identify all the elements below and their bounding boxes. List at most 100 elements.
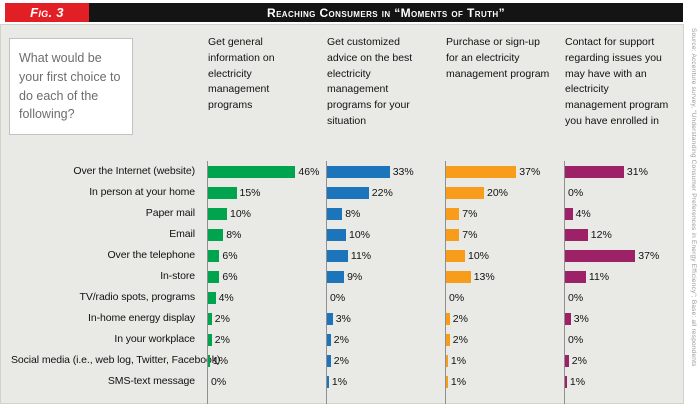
bar-cell: 7% (445, 203, 564, 224)
bar-cell: 2% (326, 350, 445, 371)
axis-tail (564, 392, 683, 404)
bar-value-label: 2% (214, 333, 230, 346)
bar-cell: 10% (207, 203, 326, 224)
chart-panel: What would be your first choice to do ea… (0, 24, 684, 404)
category-label: In-home energy display (88, 312, 195, 324)
bar (208, 291, 216, 304)
bar (208, 186, 237, 199)
bar-value-label: 2% (333, 333, 349, 346)
bar-cell: 2% (445, 329, 564, 350)
bar-value-label: 13% (473, 270, 495, 283)
axis-tail (207, 392, 326, 404)
bar-cell: 1% (564, 371, 683, 392)
bar-value-label: 0% (568, 186, 584, 199)
bar-value-label: 0% (449, 291, 465, 304)
bar-value-label: 7% (462, 228, 478, 241)
bar-cell: 12% (564, 224, 683, 245)
bar-value-label: 12% (590, 228, 612, 241)
bar (327, 165, 390, 178)
bar-cell: 1% (445, 371, 564, 392)
bar (327, 333, 331, 346)
bar-value-label: 37% (519, 165, 541, 178)
category-label: In your workplace (114, 333, 195, 345)
bar-cell: 9% (326, 266, 445, 287)
column-header-3: Purchase or sign-up for an electricity m… (446, 36, 550, 80)
bar-cell: 0% (564, 287, 683, 308)
bar-value-label: 0% (568, 333, 584, 346)
bar (327, 207, 343, 220)
bar (208, 312, 212, 325)
bar-cell: 2% (207, 329, 326, 350)
bar (446, 354, 448, 367)
bar-value-label: 0% (330, 291, 346, 304)
bar-cell: 0% (445, 287, 564, 308)
bar-cell: 4% (564, 203, 683, 224)
source-attribution: Source: Accenture survey, “Understanding… (690, 28, 697, 367)
bar (208, 354, 210, 367)
bar (446, 186, 484, 199)
bar-cell: 37% (445, 161, 564, 182)
bar-value-label: 11% (588, 270, 610, 283)
bar-cell: 2% (207, 308, 326, 329)
bar-cell: 11% (326, 245, 445, 266)
bar-value-label: 37% (638, 249, 660, 262)
bar (327, 312, 333, 325)
column-header-1: Get general information on electricity m… (208, 36, 275, 111)
bar-value-label: 2% (452, 333, 468, 346)
bar-value-label: 6% (222, 270, 238, 283)
bar-value-label: 11% (350, 249, 372, 262)
bar-value-label: 1% (450, 375, 467, 388)
category-label: SMS-text message (107, 375, 195, 387)
column-header-2: Get customized advice on the best electr… (327, 36, 413, 127)
bar-value-label: 1% (331, 375, 348, 388)
bar-cell: 2% (445, 308, 564, 329)
category-label: Social media (i.e., web log, Twitter, Fa… (11, 354, 221, 366)
bar-cell: 37% (564, 245, 683, 266)
bar-cell: 15% (207, 182, 326, 203)
bar (565, 207, 573, 220)
bar (208, 333, 212, 346)
bar-value-label: 8% (226, 228, 242, 241)
bar-cell: 1% (326, 371, 445, 392)
bar-value-label: 9% (347, 270, 363, 283)
bar (565, 312, 571, 325)
category-label: In person at your home (89, 186, 195, 198)
bar (208, 249, 220, 262)
bar (208, 270, 220, 283)
bar (327, 186, 369, 199)
bar-value-label: 46% (298, 165, 320, 178)
category-label: Paper mail (145, 207, 195, 219)
bar-value-label: 33% (392, 165, 414, 178)
bar-cell: 8% (326, 203, 445, 224)
figure-title: Reaching Consumers in “Moments of Truth” (89, 3, 683, 22)
survey-question-box: What would be your first choice to do ea… (9, 38, 133, 135)
bar (446, 312, 450, 325)
category-label: Over the Internet (website) (73, 165, 195, 177)
bar-value-label: 1% (450, 354, 467, 367)
bar (446, 228, 460, 241)
bar (565, 228, 588, 241)
bar-cell: 0% (564, 329, 683, 350)
bar-value-label: 0% (568, 291, 584, 304)
bar (327, 228, 346, 241)
bar-value-label: 20% (487, 186, 509, 199)
bar (446, 333, 450, 346)
bar-value-label: 1% (212, 354, 229, 367)
bar (565, 249, 636, 262)
bar (565, 375, 567, 388)
bar-cell: 22% (326, 182, 445, 203)
category-label: TV/radio spots, programs (79, 291, 196, 303)
bar-value-label: 3% (335, 312, 351, 325)
figure-header: Fig. 3 Reaching Consumers in “Moments of… (5, 3, 683, 22)
bar-cell: 13% (445, 266, 564, 287)
bar-value-label: 10% (468, 249, 490, 262)
bar (446, 249, 465, 262)
column-header-4: Contact for support regarding issues you… (565, 36, 669, 127)
bar-cell: 2% (564, 350, 683, 371)
grid-corner (11, 33, 207, 161)
bar-cell: 10% (326, 224, 445, 245)
bar-value-label: 2% (333, 354, 349, 367)
bar-value-label: 6% (222, 249, 238, 262)
bar-value-label: 8% (345, 207, 361, 220)
bar-cell: 3% (564, 308, 683, 329)
